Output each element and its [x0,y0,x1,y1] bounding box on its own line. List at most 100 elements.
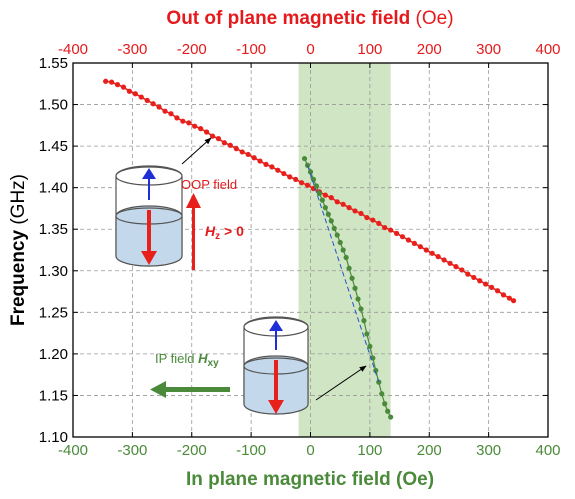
oop-data-point [120,84,127,90]
oop-data-point [494,288,501,294]
oop-field-arrow-icon [186,193,201,270]
ip-field-text: IP field [155,351,198,366]
top-axis-tick-label: -200 [177,41,207,58]
oop-data-point [459,267,465,273]
ip-data-point [307,169,314,175]
hz-label: Hz > 0 [205,223,244,242]
oop-data-point [506,295,513,301]
oop-data-point [346,205,352,211]
tick-layer: -400 -300 -200 -100 0 100 200 300 400 -400 -300 -20… [39,41,561,459]
ip-data-point [352,285,358,291]
ip-field-label: IP field Hxy [155,351,219,369]
hxy-subscript: xy [208,358,220,369]
ip-data-point [334,232,340,238]
oop-data-point [180,118,186,124]
oop-data-point [352,208,358,214]
oop-data-point [393,230,400,236]
y-axis-tick-label: 1.25 [39,304,68,321]
top-axis-tick-label: -300 [117,41,147,58]
ip-data-point [304,162,311,168]
oop-data-point [168,111,174,117]
oop-data-point [328,195,334,201]
oop-data-point [429,250,435,256]
oop-data-point [477,278,483,284]
oop-data-point [114,82,121,88]
oop-pointer-arrow [181,137,212,165]
oop-data-point [233,146,239,152]
ip-data-point [313,183,320,189]
top-axis-tick-label: 400 [535,41,560,58]
bottom-axis-tick-label: 0 [306,442,314,459]
y-axis-title-bold: Frequency [8,229,29,326]
ip-pointer-arrow [315,365,367,401]
hz-subscript: z [215,231,220,242]
ip-data-point [322,205,328,211]
fit-line-layer [307,165,380,383]
oop-data-point [488,284,495,290]
hz-symbol: H [205,223,216,239]
oop-data-point [227,142,233,148]
ip-data-point [379,391,385,397]
bottom-axis-tick-label: 400 [535,442,560,459]
oop-data-point [150,101,156,107]
ip-data-point [385,408,391,414]
oop-field-label: OOP field [181,177,237,192]
ip-fit-line [307,165,380,383]
oop-cylinder-illustration [115,165,183,267]
ip-data-point [358,306,364,312]
top-axis-tick-label: 300 [476,41,501,58]
y-axis-tick-label: 1.15 [39,387,68,404]
ip-data-point [355,296,361,302]
bottom-axis-title: In plane magnetic field (Oe) [186,469,434,490]
ip-data-point [316,190,323,197]
oop-series [103,78,517,304]
ip-data-point [373,367,379,374]
y-axis-tick-label: 1.10 [39,429,68,446]
y-axis-title-unit: (GHz) [8,174,29,230]
oop-data-point [263,161,269,167]
oop-data-point [126,88,133,94]
oop-data-point [382,224,388,231]
oop-data-point [138,94,144,100]
oop-data-point [275,167,281,173]
oop-data-point [203,129,210,135]
ip-data-point [331,225,337,231]
oop-data-point [388,227,394,233]
oop-data-point [334,199,340,205]
ip-data-point [388,414,394,420]
oop-data-point [174,115,180,121]
ip-data-point [361,318,367,324]
top-axis-title-unit: (Oe) [410,8,453,29]
ip-data-point [349,275,355,281]
ip-magnetization-up-arrow-icon [269,320,283,350]
oop-data-point [447,260,453,266]
y-axis-tick-label: 1.20 [39,346,68,363]
oop-data-point [340,201,346,207]
oop-data-point [411,240,418,246]
oop-data-point [287,174,293,180]
oop-data-point [257,158,263,164]
y-axis-tick-label: 1.30 [39,263,68,280]
ip-data-point [319,197,325,203]
bottom-axis-tick-label: 300 [476,442,501,459]
top-axis-title: Out of plane magnetic field (Oe) [166,8,453,29]
y-axis-title: Frequency (GHz) [8,174,29,326]
top-axis-tick-label: -400 [58,41,88,58]
ip-field-arrow-icon [150,381,230,398]
hz-condition: > 0 [220,223,244,239]
oop-data-point [245,151,251,158]
bottom-axis-tick-label: -400 [58,442,88,459]
oop-data-point [215,136,222,142]
oop-data-point [364,214,370,221]
oop-data-point [192,123,198,129]
top-axis-title-bold: Out of plane magnetic field [166,8,410,29]
oop-data-point [156,104,162,110]
oop-data-point [304,182,311,188]
y-axis-tick-label: 1.35 [39,221,68,238]
y-axis-tick-label: 1.40 [39,180,68,197]
oop-data-point [269,164,275,170]
oop-series-line [105,80,514,302]
oop-data-point [370,217,376,223]
oop-data-point [423,247,429,253]
